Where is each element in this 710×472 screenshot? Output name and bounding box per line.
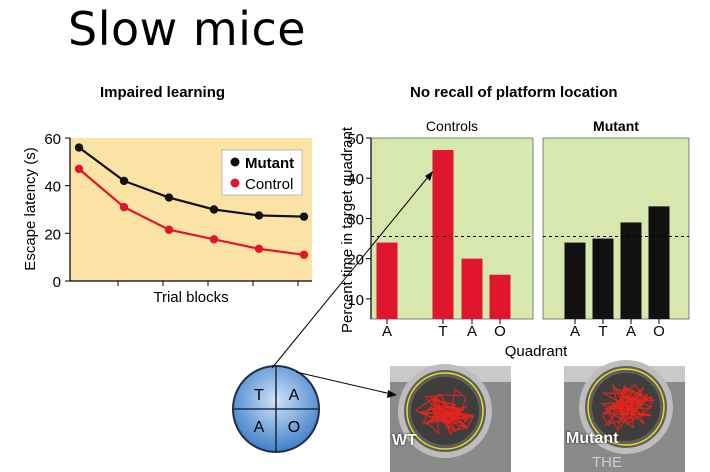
right-heading: No recall of platform location (410, 84, 618, 101)
line-y-tick-label: 0 (53, 274, 61, 291)
bar-controls (489, 274, 511, 319)
arrow-head (425, 171, 433, 181)
bar-controls (461, 258, 483, 319)
line-legend: Mutant Control (221, 149, 303, 196)
point-control (254, 244, 264, 254)
panel-title-controls: Controls (426, 118, 478, 134)
wt-photo-label: WT (392, 432, 417, 449)
learning-line-chart: 0 20 40 60 Trial blocks Escape latency (s) Mut… (22, 131, 312, 306)
legend-box (221, 149, 303, 196)
bar-category-label: A (467, 323, 477, 340)
bar-y-tick-label: 40 (347, 171, 364, 188)
slide-title: Slow mice (68, 2, 307, 56)
bar-category-label: O (653, 323, 665, 340)
bar-y-tick-label: 20 (347, 252, 364, 269)
pool-boundary (406, 372, 484, 450)
panel-title-mutant: Mutant (593, 118, 639, 134)
bar-category-label: O (494, 323, 506, 340)
series-line-control (78, 168, 305, 256)
line-y-tick-label: 40 (44, 179, 61, 196)
point-control (74, 164, 84, 174)
bar-controls (432, 150, 454, 319)
legend-marker-mutant (230, 157, 240, 167)
bar-y-tick-label: 10 (347, 292, 364, 309)
line-x-label: Trial blocks (153, 289, 228, 306)
watermark-text: THE (592, 454, 622, 471)
maze-quadrant-label: A (289, 387, 300, 404)
maze-quadrant-label: T (254, 387, 264, 404)
bar-category-label: A (626, 323, 636, 340)
mutant-photo-label: Mutant (566, 430, 619, 447)
point-mutant (209, 205, 219, 214)
maze-photos (390, 360, 685, 472)
arrow-head (387, 390, 397, 398)
point-mutant (119, 176, 129, 186)
legend-label-control: Control (245, 176, 293, 193)
point-mutant (74, 143, 84, 152)
pool-boundary (587, 368, 665, 446)
maze-quadrant-label: O (288, 419, 300, 436)
arrow-to-target-bar (271, 171, 433, 369)
bar-y-label: Percent time in target quadrant (339, 126, 356, 333)
arrow-to-wt-photo (295, 371, 397, 398)
point-control (164, 225, 174, 234)
arrow-line (295, 371, 392, 395)
maze-quadrant-label: A (254, 419, 265, 436)
point-control (299, 250, 309, 259)
point-control (209, 235, 219, 244)
maze-photo-mutant (564, 360, 685, 472)
maze-photo-wt (390, 364, 511, 472)
arrow-line (271, 176, 429, 369)
legend-label-mutant: Mutant (245, 155, 294, 172)
point-mutant (299, 212, 309, 221)
point-control (119, 202, 129, 212)
bar-category-label: T (438, 323, 447, 340)
legend-marker-control (230, 178, 240, 188)
point-mutant (164, 193, 174, 202)
swim-path (414, 387, 475, 436)
line-y-tick-label: 20 (44, 226, 61, 243)
bar-mutant (620, 222, 642, 319)
bar-category-label: A (382, 323, 392, 340)
bar-y-tick-label: 30 (347, 211, 364, 228)
bar-controls (376, 242, 398, 319)
water-maze-diagram: T AA O (232, 171, 433, 453)
bar-category-label: A (570, 323, 580, 340)
bar-category-label: T (598, 323, 607, 340)
bar-mutant (564, 242, 586, 319)
swim-path (601, 383, 655, 433)
series-line-mutant (78, 146, 305, 218)
point-mutant (254, 211, 264, 220)
line-y-tick-label: 60 (44, 131, 61, 148)
line-y-label: Escape latency (s) (22, 147, 39, 270)
bar-x-label: Quadrant (505, 343, 568, 360)
left-heading: Impaired learning (100, 84, 226, 101)
bar-mutant (592, 238, 614, 319)
bar-mutant (648, 206, 670, 319)
bar-y-tick-label: 50 (347, 131, 364, 148)
